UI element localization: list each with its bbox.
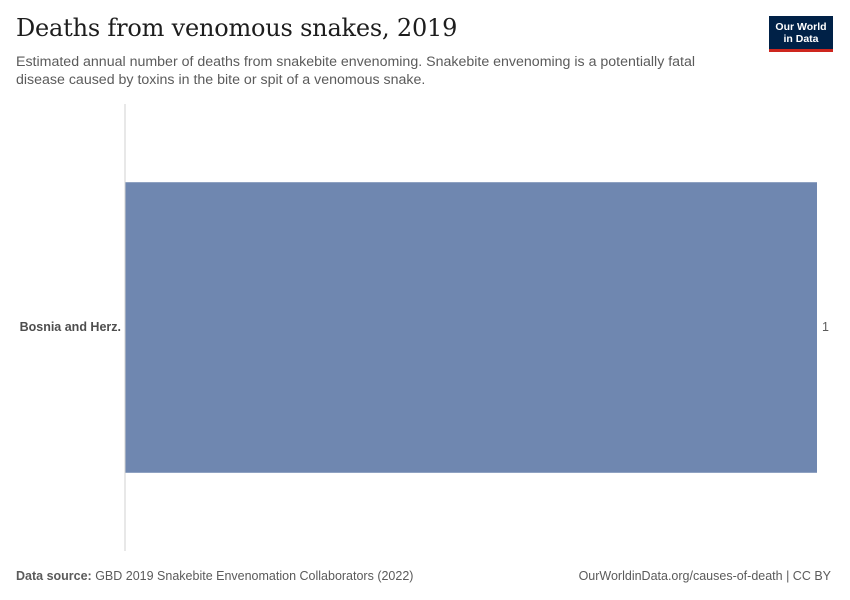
bars-group: Bosnia and Herz. 1 <box>20 182 829 473</box>
category-label: Bosnia and Herz. <box>20 320 121 334</box>
url-license[interactable]: OurWorldinData.org/causes-of-death | CC … <box>578 569 831 583</box>
data-source-text: GBD 2019 Snakebite Envenomation Collabor… <box>91 569 414 583</box>
owid-logo[interactable]: Our World in Data <box>769 16 833 52</box>
value-label: 1 <box>822 320 829 334</box>
data-source: Data source: GBD 2019 Snakebite Envenoma… <box>16 569 413 583</box>
chart-title: Deaths from venomous snakes, 2019 <box>16 14 458 42</box>
bar[interactable] <box>125 182 818 473</box>
data-source-label: Data source: <box>16 569 92 583</box>
logo-line-2: in Data <box>783 32 819 45</box>
chart-subtitle: Estimated annual number of deaths from s… <box>16 54 696 88</box>
logo-line-1: Our World <box>775 20 827 33</box>
